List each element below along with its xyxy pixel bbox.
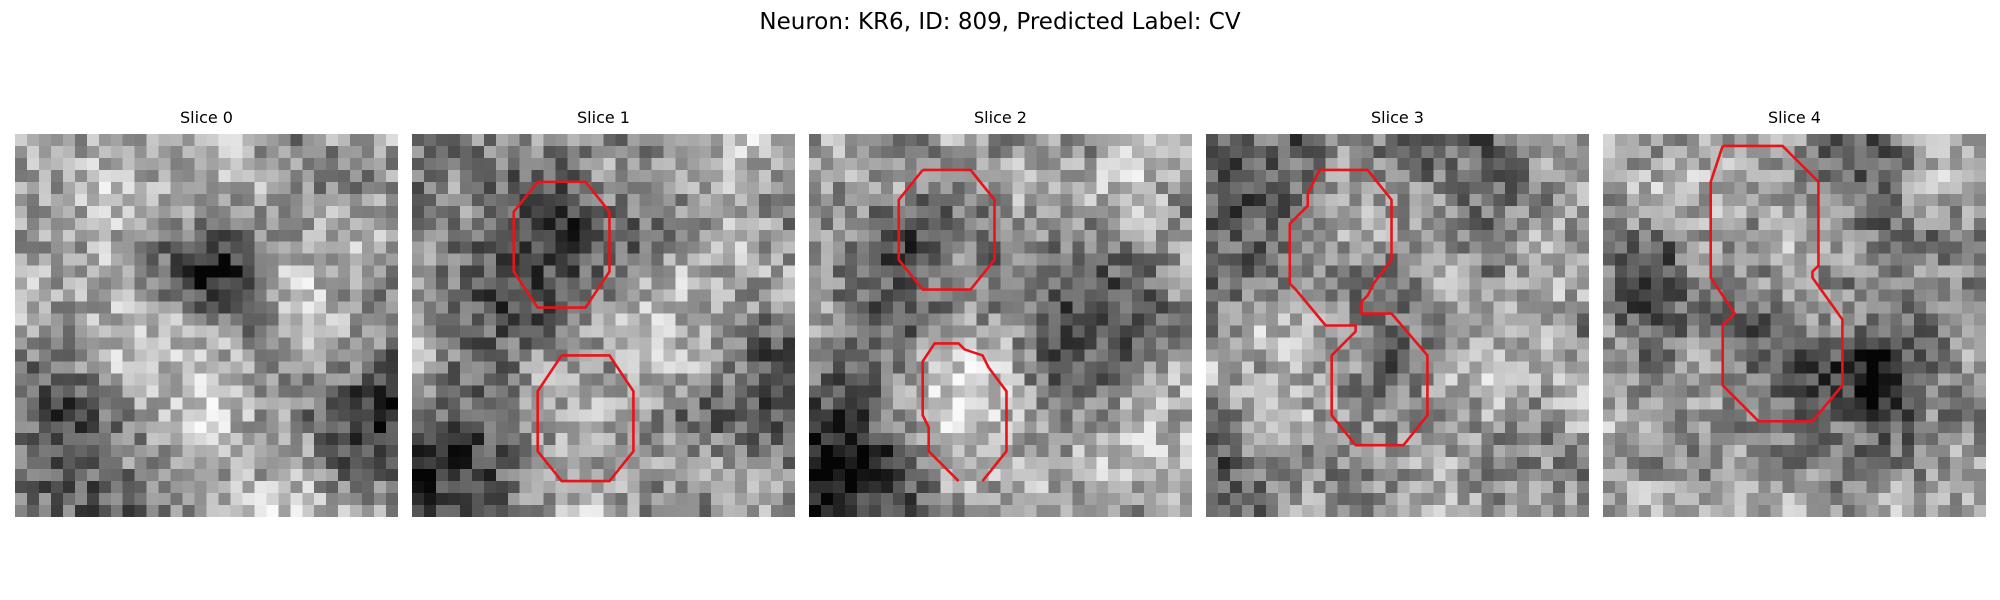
pixel-grid bbox=[1603, 134, 1986, 517]
slice-panel-1: Slice 1 bbox=[412, 108, 795, 528]
pixel-grid bbox=[1206, 134, 1589, 517]
pixel-grid bbox=[15, 134, 398, 517]
pixel-grid bbox=[809, 134, 1192, 517]
cell-contour-0 bbox=[1711, 146, 1843, 421]
slice-image-2 bbox=[809, 134, 1192, 517]
slice-panel-3: Slice 3 bbox=[1206, 108, 1589, 528]
figure-title: Neuron: KR6, ID: 809, Predicted Label: C… bbox=[759, 9, 1241, 35]
pixel-grid bbox=[412, 134, 795, 517]
slice-title-4: Slice 4 bbox=[1768, 108, 1821, 127]
slice-image-3 bbox=[1206, 134, 1589, 517]
slice-image-0 bbox=[15, 134, 398, 517]
slice-panel-0: Slice 0 bbox=[15, 108, 398, 528]
slice-image-4 bbox=[1603, 134, 1986, 517]
cell-contour-0 bbox=[1290, 170, 1428, 445]
slice-title-1: Slice 1 bbox=[577, 108, 630, 127]
slice-title-0: Slice 0 bbox=[180, 108, 233, 127]
cell-contour-1 bbox=[923, 343, 1007, 481]
slice-panel-2: Slice 2 bbox=[809, 108, 1192, 528]
slice-panel-4: Slice 4 bbox=[1603, 108, 1986, 528]
cell-contour-1 bbox=[538, 355, 634, 481]
slice-title-2: Slice 2 bbox=[974, 108, 1027, 127]
slice-image-1 bbox=[412, 134, 795, 517]
slice-title-3: Slice 3 bbox=[1371, 108, 1424, 127]
cell-contour-0 bbox=[899, 170, 995, 290]
cell-contour-0 bbox=[514, 182, 610, 308]
